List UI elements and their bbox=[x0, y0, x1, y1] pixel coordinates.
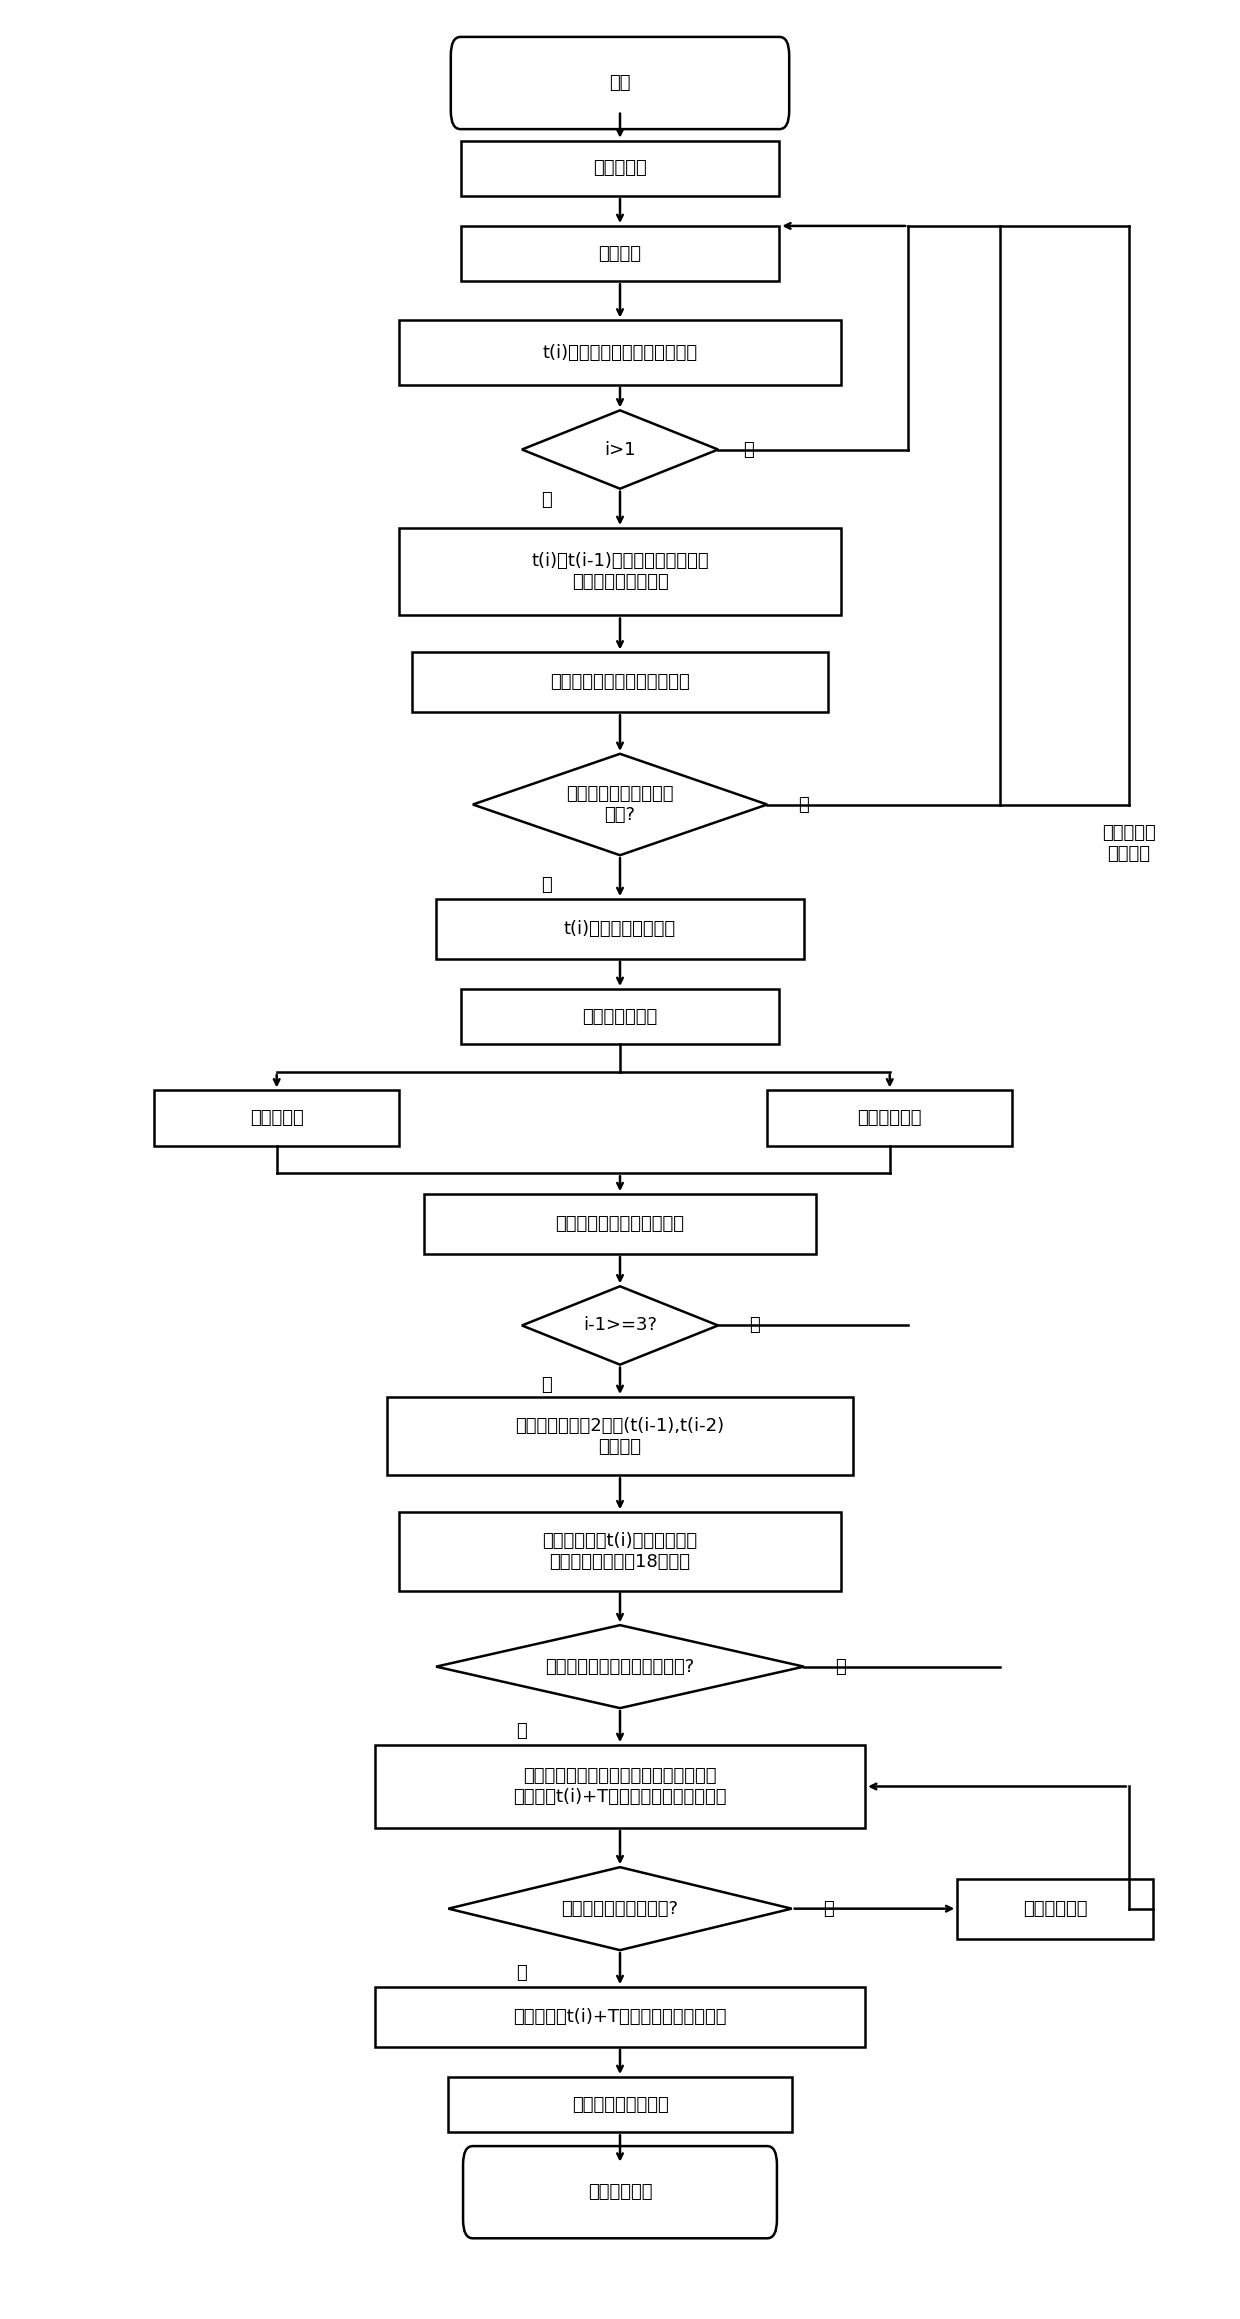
Bar bbox=[957, 1878, 1153, 1939]
Text: 特征点深度计算: 特征点深度计算 bbox=[583, 1006, 657, 1025]
Text: 计算当前时刻t(i)六维位姿、相
应速度、加速度共18个参数: 计算当前时刻t(i)六维位姿、相 应速度、加速度共18个参数 bbox=[542, 1533, 698, 1570]
Polygon shape bbox=[472, 754, 768, 856]
Text: 消除场外无效羽毛球和球拍: 消除场外无效羽毛球和球拍 bbox=[556, 1215, 684, 1234]
Bar bbox=[374, 1987, 866, 2048]
FancyBboxPatch shape bbox=[463, 2145, 777, 2238]
Text: 否: 否 bbox=[836, 1658, 846, 1677]
Polygon shape bbox=[449, 1867, 791, 1950]
Bar bbox=[768, 1090, 1012, 1146]
Text: 羽毛球位姿: 羽毛球位姿 bbox=[249, 1108, 304, 1127]
Text: 摄像机标定: 摄像机标定 bbox=[593, 160, 647, 176]
Bar bbox=[449, 2078, 791, 2131]
Text: 输出羽毛球t(i)+T时刻离拍运动状态参数: 输出羽毛球t(i)+T时刻离拍运动状态参数 bbox=[513, 2008, 727, 2027]
Text: 羽毛球、球拍目标检测与识别: 羽毛球、球拍目标检测与识别 bbox=[551, 673, 689, 691]
Text: 神经网络是否训练完成?: 神经网络是否训练完成? bbox=[562, 1899, 678, 1918]
Text: 否: 否 bbox=[823, 1899, 833, 1918]
Text: 否: 否 bbox=[743, 441, 754, 459]
Polygon shape bbox=[522, 410, 718, 489]
Text: 否: 否 bbox=[799, 795, 810, 814]
Bar bbox=[424, 1194, 816, 1255]
Polygon shape bbox=[522, 1287, 718, 1364]
Text: t(i)时刻图像预处理，畸变校正: t(i)时刻图像预处理，畸变校正 bbox=[542, 343, 698, 362]
Bar bbox=[412, 652, 828, 712]
Bar bbox=[154, 1090, 399, 1146]
Polygon shape bbox=[436, 1626, 804, 1709]
Text: 开始: 开始 bbox=[609, 74, 631, 93]
Text: 下一次击球
图像采集: 下一次击球 图像采集 bbox=[1102, 823, 1156, 863]
Text: 是: 是 bbox=[517, 1964, 527, 1983]
Bar bbox=[399, 1512, 841, 1591]
Text: 是: 是 bbox=[541, 877, 552, 895]
Text: 神经网络训练: 神经网络训练 bbox=[1023, 1899, 1087, 1918]
Text: 调用相应目标前2时刻(t(i-1),t(i-2)
位姿数据: 调用相应目标前2时刻(t(i-1),t(i-2) 位姿数据 bbox=[516, 1417, 724, 1456]
Bar bbox=[399, 529, 841, 615]
Text: i>1: i>1 bbox=[604, 441, 636, 459]
Text: 将羽毛球、球拍运动状态数据输入神经网
络，预测t(i)+T时刻羽毛球离拍运动状态: 将羽毛球、球拍运动状态数据输入神经网 络，预测t(i)+T时刻羽毛球离拍运动状态 bbox=[513, 1767, 727, 1807]
Bar bbox=[460, 141, 780, 197]
Bar bbox=[436, 900, 804, 960]
Bar bbox=[387, 1396, 853, 1475]
Text: 图像采集: 图像采集 bbox=[599, 243, 641, 262]
Bar bbox=[399, 320, 841, 385]
Text: 球拍拍面位姿: 球拍拍面位姿 bbox=[858, 1108, 923, 1127]
Text: 羽毛球、球拍是否同时
出现?: 羽毛球、球拍是否同时 出现? bbox=[567, 786, 673, 823]
Text: 否: 否 bbox=[749, 1317, 760, 1333]
Bar bbox=[374, 1744, 866, 1827]
Text: 是: 是 bbox=[541, 1377, 552, 1394]
Bar bbox=[460, 225, 780, 281]
Text: 回球轨迹卡尔曼滤波: 回球轨迹卡尔曼滤波 bbox=[572, 2096, 668, 2113]
Text: 是: 是 bbox=[517, 1723, 527, 1739]
Text: 是: 是 bbox=[541, 492, 552, 510]
Text: t(i)时刻左右图像匹配: t(i)时刻左右图像匹配 bbox=[564, 921, 676, 937]
Bar bbox=[460, 988, 780, 1044]
Text: 轨迹信息输出: 轨迹信息输出 bbox=[588, 2182, 652, 2201]
Text: t(i)和t(i-1)时刻图像帧差法背景
消除，运动目标提取: t(i)和t(i-1)时刻图像帧差法背景 消除，运动目标提取 bbox=[531, 552, 709, 591]
Text: i-1>=3?: i-1>=3? bbox=[583, 1317, 657, 1333]
FancyBboxPatch shape bbox=[451, 37, 789, 130]
Text: 球头与球拍距离是否小于阈值?: 球头与球拍距离是否小于阈值? bbox=[546, 1658, 694, 1677]
